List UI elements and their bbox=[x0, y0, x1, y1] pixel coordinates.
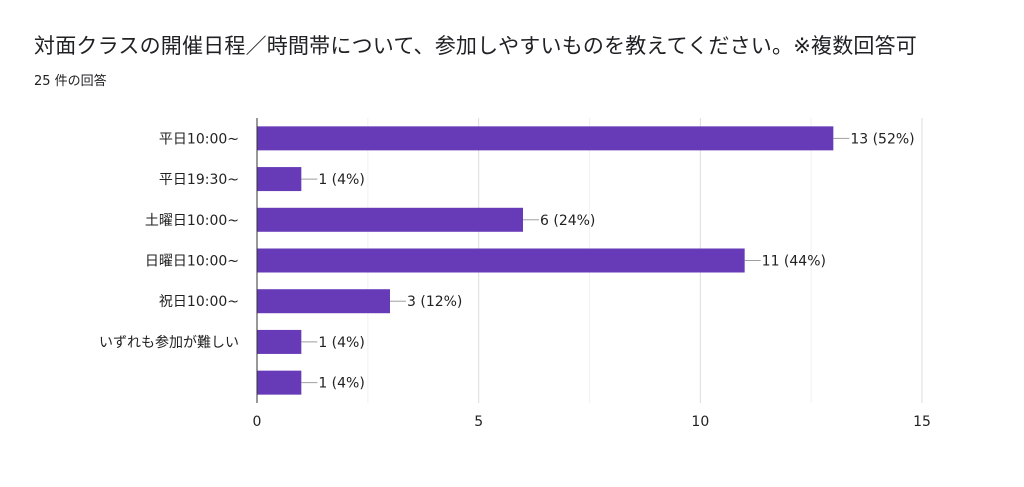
bar-value-label: 1 (4%) bbox=[318, 172, 365, 188]
category-label: 平日19:30~ bbox=[159, 172, 239, 188]
tick-labels: 0 5 10 15 bbox=[253, 414, 931, 430]
bar-value-label: 1 (4%) bbox=[318, 376, 365, 392]
response-count: 25 件の回答 bbox=[34, 74, 107, 89]
category-label: 日曜日10:00~ bbox=[145, 254, 239, 270]
value-labels: 13 (52%) 1 (4%) 6 (24%) 11 (44%) 3 (12%) 1 (4… bbox=[318, 131, 914, 391]
bar bbox=[257, 248, 745, 273]
x-tick-label: 10 bbox=[691, 414, 709, 430]
bar-value-label: 11 (44%) bbox=[762, 254, 826, 270]
category-labels: 平日10:00~ 平日19:30~ 土曜日10:00~ 日曜日10:00~ 祝日10:0… bbox=[99, 131, 239, 351]
x-tick-label: 15 bbox=[913, 414, 931, 430]
category-label: 祝日10:00~ bbox=[159, 294, 239, 310]
bar bbox=[257, 126, 834, 151]
category-label: いずれも参加が難しい bbox=[99, 334, 239, 351]
bar bbox=[257, 167, 302, 192]
bar bbox=[257, 289, 390, 314]
x-tick-label: 5 bbox=[474, 414, 483, 430]
category-label: 土曜日10:00~ bbox=[145, 213, 239, 229]
bar-value-label: 3 (12%) bbox=[407, 294, 462, 310]
chart-title: 対面クラスの開催日程／時間帯について、参加しやすいものを教えてください。※複数回… bbox=[34, 34, 918, 58]
bar-value-label: 13 (52%) bbox=[850, 131, 914, 147]
bar bbox=[257, 207, 523, 232]
bar-value-label: 6 (24%) bbox=[540, 213, 595, 229]
bar-value-label: 1 (4%) bbox=[318, 335, 365, 351]
leader-lines bbox=[301, 137, 850, 384]
category-label: 平日10:00~ bbox=[159, 131, 239, 147]
x-tick-label: 0 bbox=[253, 414, 262, 430]
bar bbox=[257, 329, 302, 354]
bars bbox=[257, 126, 834, 395]
bar bbox=[257, 370, 302, 395]
